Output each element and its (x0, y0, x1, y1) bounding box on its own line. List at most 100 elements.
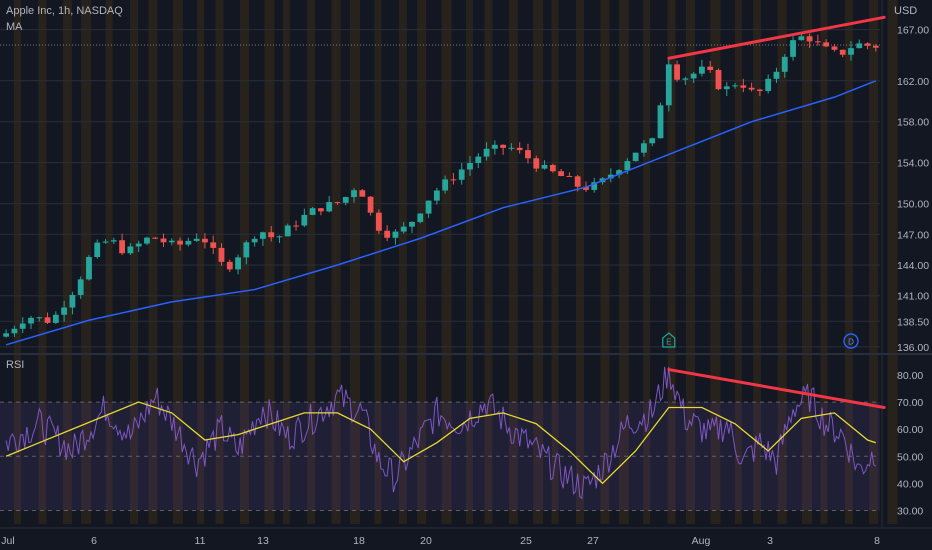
candle-body (641, 143, 647, 153)
candle-body (715, 70, 722, 90)
candle-body (69, 294, 76, 308)
rsi-tick-label: 40.00 (897, 478, 923, 490)
candle-body (699, 66, 705, 74)
candle-body (284, 225, 291, 237)
candle-body (765, 78, 772, 91)
session-band (197, 0, 205, 524)
candle-body (102, 241, 109, 243)
time-tick-label: 27 (587, 535, 599, 547)
candle-body (541, 164, 548, 169)
price-axis: 136.00 138.50 141.00 144.00 147.00 150.00 154.… (897, 25, 929, 354)
candle-body (707, 66, 714, 71)
session-band (374, 0, 382, 524)
candle-body (773, 71, 780, 79)
candle-body (342, 197, 349, 203)
time-tick-label: 6 (91, 535, 97, 547)
session-band (600, 0, 610, 524)
candle-body (417, 213, 424, 222)
price-tick-label: 162.00 (897, 76, 929, 88)
candle-body (326, 202, 333, 212)
time-axis: Jul 6 11 13 18 20 25 27 Aug 3 8 (1, 535, 880, 547)
candle-body (798, 36, 805, 41)
session-band (484, 0, 493, 524)
candle-body (814, 41, 821, 43)
session-band (105, 0, 113, 524)
session-band (844, 0, 853, 524)
candle-body (168, 240, 175, 243)
candle-body (94, 242, 101, 258)
session-band (148, 0, 158, 524)
price-tick-label: 167.00 (897, 25, 929, 37)
session-band (172, 0, 183, 524)
candle-body (533, 158, 540, 169)
session-band (14, 0, 21, 524)
rsi-tick-label: 80.00 (897, 370, 923, 382)
earnings-icon (662, 332, 676, 348)
session-band (686, 0, 695, 524)
rsi-ma-line (5, 401, 877, 485)
session-band (887, 0, 898, 524)
candle-body (442, 179, 449, 191)
candle-body (52, 314, 59, 323)
candle-body (649, 138, 656, 144)
candle-body (334, 202, 341, 204)
candle-body (790, 40, 796, 57)
time-tick-label: Jul (1, 535, 14, 547)
session-band (240, 0, 249, 524)
candle-body (235, 257, 241, 270)
candle-body (193, 238, 200, 241)
time-tick-label: 8 (874, 535, 880, 547)
dividend-marker: D (843, 333, 859, 349)
time-tick-label: 3 (767, 535, 773, 547)
candle-body (317, 208, 324, 212)
candle-body (748, 87, 755, 90)
candle-body (152, 237, 159, 239)
rsi-indicator-label[interactable]: RSI (6, 359, 25, 371)
session-band (331, 0, 341, 524)
candle-body (409, 221, 415, 227)
session-band (441, 0, 452, 524)
candle-body (839, 49, 846, 55)
session-band (38, 0, 47, 524)
candle-body (458, 169, 465, 180)
candle-body (384, 230, 391, 238)
candle-body (467, 163, 473, 170)
candle-body (525, 150, 531, 159)
ma-line (5, 80, 877, 346)
time-tick-label: 20 (420, 535, 432, 547)
candle-body (583, 186, 589, 190)
candle-body (77, 279, 84, 295)
session-band (264, 0, 275, 524)
candle-body (19, 323, 26, 329)
candle-body (806, 36, 813, 42)
candle-body (11, 328, 18, 334)
time-tick-label: 25 (520, 535, 532, 547)
candle-body (260, 232, 266, 239)
session-band (62, 0, 72, 524)
candle-body (864, 43, 871, 46)
session-band (350, 0, 360, 524)
ma-indicator-label[interactable]: MA (6, 21, 23, 33)
session-band (533, 0, 544, 524)
candle-body (351, 190, 357, 198)
candle-body (3, 333, 10, 337)
symbol-title[interactable]: Apple Inc, 1h, NASDAQ (6, 5, 123, 17)
price-tick-label: 154.00 (897, 158, 929, 170)
rsi-tick-label: 60.00 (897, 424, 923, 436)
candle-body (690, 73, 697, 79)
price-tick-label: 144.00 (897, 260, 929, 272)
candle-body (86, 257, 92, 280)
session-band (551, 0, 559, 524)
candle-body (309, 208, 316, 215)
candle-body (624, 161, 631, 171)
candle-body (276, 236, 283, 238)
rsi-tick-label: 30.00 (897, 505, 923, 517)
price-tick-label: 158.00 (897, 117, 929, 129)
candle-body (756, 89, 763, 91)
candle-body (293, 225, 299, 227)
candle-body (500, 144, 507, 148)
session-band (466, 0, 473, 524)
candle-body (574, 176, 581, 187)
